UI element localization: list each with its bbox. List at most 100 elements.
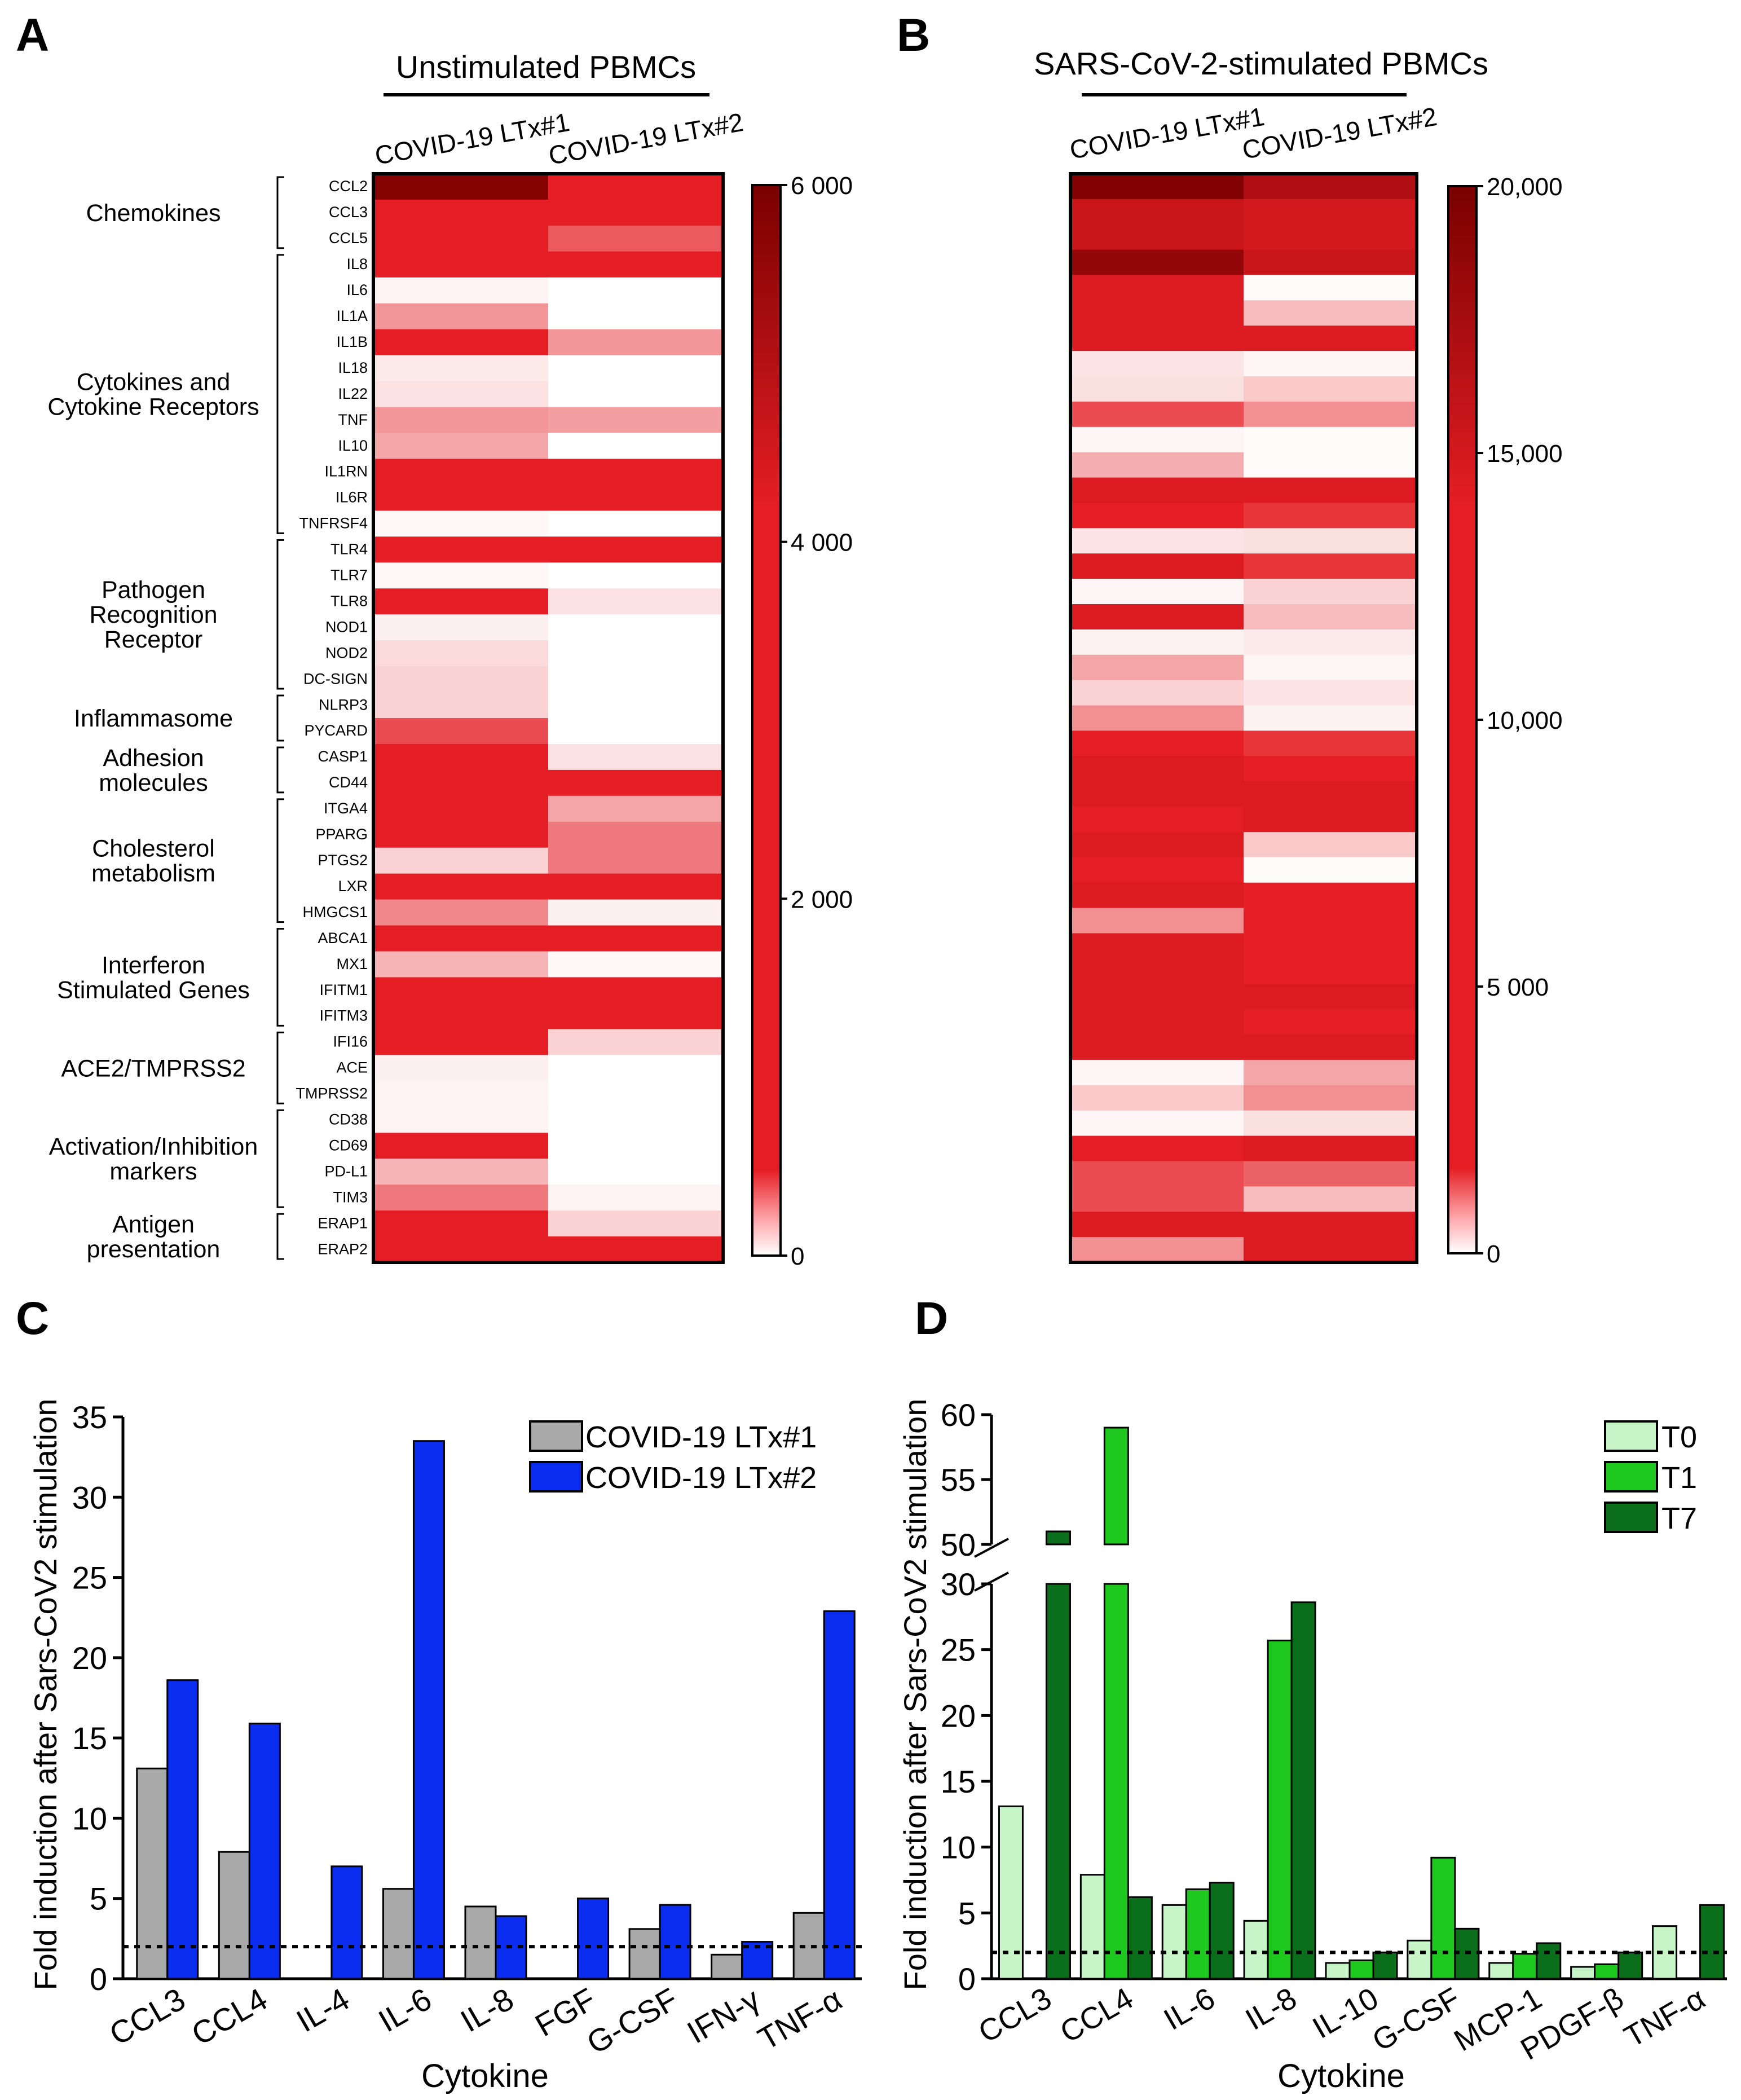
panel-a-row-label-ERAP2: ERAP2 — [318, 1240, 368, 1257]
panel-a-cell-IL10-1 — [373, 433, 549, 459]
panel-b-cell-28-1 — [1070, 882, 1244, 909]
panel-a-cell-IFI16-1 — [373, 1029, 549, 1055]
panel-a-cell-CCL5-2 — [548, 225, 724, 252]
panel-a-cell-MX1-1 — [373, 951, 549, 978]
panel-a-cell-TNFRSF4-1 — [373, 510, 549, 537]
panel-a-heatmap-frame — [372, 172, 725, 1264]
panel-b-colorbar — [1447, 185, 1478, 1254]
panel-d-bar-IL-6-T7 — [1209, 1882, 1235, 1980]
panel-b-cell-42-1 — [1070, 1237, 1244, 1263]
panel-a-cell-PTGS2-2 — [548, 847, 724, 874]
panel-a-group-bracket-1 — [276, 254, 284, 534]
panel-d-y-tick-label-upper-1: 55 — [941, 1462, 976, 1498]
panel-b-colorbar-label-3: 15,000 — [1487, 440, 1563, 468]
panel-a-cell-PYCARD-1 — [373, 718, 549, 745]
panel-a-cell-ERAP2-2 — [548, 1236, 724, 1263]
panel-d-bar-CCL4-T1-upper — [1103, 1427, 1129, 1546]
panel-a-group-bracket-6 — [276, 928, 284, 1027]
panel-a-cell-CD69-2 — [548, 1133, 724, 1159]
panel-d-legend-swatch-T0 — [1604, 1420, 1658, 1452]
panel-a-group-bracket-3 — [276, 694, 284, 742]
panel-a-group-label-8-1: markers — [109, 1158, 197, 1185]
panel-d-legend-swatch-T1 — [1604, 1461, 1658, 1493]
panel-b-cell-23-2 — [1244, 756, 1417, 782]
panel-d-bar-IL-8-T1 — [1267, 1639, 1293, 1980]
panel-b-cell-9-1 — [1070, 401, 1244, 428]
panel-d-x-tick-label-8: TNF-α — [1619, 1981, 1711, 2054]
panel-a-row-label-TMPRSS2: TMPRSS2 — [296, 1085, 368, 1102]
panel-a-cell-IL1B-1 — [373, 329, 549, 356]
panel-b-cell-39-2 — [1244, 1161, 1417, 1187]
panel-b-cell-1-2 — [1244, 199, 1417, 225]
panel-c-letter: C — [16, 1293, 49, 1344]
panel-b-cell-9-2 — [1244, 401, 1417, 428]
panel-d-bar-CCL3-T7-upper — [1045, 1530, 1071, 1546]
panel-b-cell-27-1 — [1070, 857, 1244, 883]
panel-d-y-tick-label-lower-4: 20 — [941, 1698, 976, 1733]
panel-a-row-label-IFI16: IFI16 — [333, 1033, 368, 1050]
panel-b-cell-11-2 — [1244, 452, 1417, 478]
panel-b-cell-15-2 — [1244, 553, 1417, 579]
panel-a-group-label-2-1: Recognition — [89, 601, 217, 628]
panel-b-cell-26-1 — [1070, 831, 1244, 858]
panel-d-bar-TNF-α-T7 — [1699, 1904, 1725, 1980]
panel-b-cell-2-1 — [1070, 224, 1244, 250]
panel-b-cell-14-1 — [1070, 528, 1244, 554]
panel-d-bar-CCL3-T7-lower — [1045, 1583, 1071, 1980]
panel-b-cell-13-2 — [1244, 503, 1417, 529]
panel-a-cell-NOD1-2 — [548, 614, 724, 641]
panel-c-y-tick-label-5: 25 — [72, 1560, 107, 1596]
panel-c-x-tick-label-2: IL-4 — [290, 1981, 355, 2039]
panel-b-cell-40-1 — [1070, 1186, 1244, 1212]
panel-c-bar-G-CSF-2 — [659, 1904, 691, 1980]
panel-b-cell-24-2 — [1244, 781, 1417, 807]
panel-a-row-label-PPARG: PPARG — [315, 826, 368, 843]
panel-c-x-tick-label-6: G-CSF — [581, 1981, 684, 2061]
panel-b-cell-10-2 — [1244, 426, 1417, 453]
panel-a-row-label-TLR8: TLR8 — [330, 592, 368, 609]
panel-a-row-label-CCL2: CCL2 — [329, 178, 368, 195]
panel-d-legend-label-T1: T1 — [1661, 1461, 1697, 1495]
panel-a-row-label-ACE: ACE — [336, 1059, 368, 1076]
panel-d-bar-CCL4-T7 — [1127, 1896, 1153, 1980]
panel-c-x-tick-label-0: CCL3 — [103, 1981, 191, 2052]
panel-b-cell-36-2 — [1244, 1085, 1417, 1111]
panel-c-bar-IFN-γ-1 — [711, 1953, 743, 1980]
panel-a-cell-ACE-2 — [548, 1055, 724, 1081]
panel-b-cell-10-1 — [1070, 426, 1244, 453]
panel-a-row-label-IL8: IL8 — [346, 256, 368, 272]
panel-a-cell-CASP1-1 — [373, 743, 549, 771]
panel-a-cell-NOD1-1 — [373, 614, 549, 641]
panel-d-x-tick-label-5: G-CSF — [1367, 1981, 1465, 2058]
panel-a-cell-CD69-1 — [373, 1133, 549, 1159]
panel-a-cell-LXR-1 — [373, 873, 549, 900]
panel-b-cell-27-2 — [1244, 857, 1417, 883]
panel-a-group-label-8-0: Activation/Inhibition — [49, 1133, 258, 1160]
panel-a-row-label-IL1B: IL1B — [336, 333, 368, 350]
panel-b-cell-33-1 — [1070, 1009, 1244, 1035]
panel-a-cell-CCL2-2 — [548, 174, 724, 200]
panel-a-group-bracket-9 — [276, 1213, 284, 1260]
panel-b-cell-41-2 — [1244, 1212, 1417, 1238]
panel-b-cell-5-2 — [1244, 300, 1417, 326]
panel-c-bar-CCL3-1 — [136, 1767, 169, 1980]
panel-c-legend-swatch-1 — [529, 1420, 583, 1452]
panel-b-cell-33-2 — [1244, 1009, 1417, 1035]
panel-a-cell-IL8-2 — [548, 251, 724, 278]
panel-a-cell-DC-SIGN-1 — [373, 666, 549, 693]
panel-a-row-label-ABCA1: ABCA1 — [318, 930, 368, 946]
panel-c-x-tick-label-7: IFN-γ — [681, 1981, 766, 2050]
panel-a-cell-TNF-1 — [373, 407, 549, 434]
panel-a-cell-CD38-2 — [548, 1107, 724, 1133]
panel-c-bar-G-CSF-1 — [628, 1928, 661, 1980]
panel-b-cell-31-2 — [1244, 958, 1417, 984]
panel-c-x-tick-label-3: IL-6 — [372, 1981, 437, 2039]
panel-b-cell-32-2 — [1244, 984, 1417, 1010]
panel-c-y-tick-label-7: 35 — [72, 1399, 107, 1435]
panel-a-cell-IL1RN-2 — [548, 459, 724, 485]
panel-a-cell-ACE-1 — [373, 1055, 549, 1081]
panel-a-row-label-TNFRSF4: TNFRSF4 — [299, 515, 368, 532]
panel-b-column-label-1: COVID-19 LTx#1 — [1068, 102, 1267, 165]
